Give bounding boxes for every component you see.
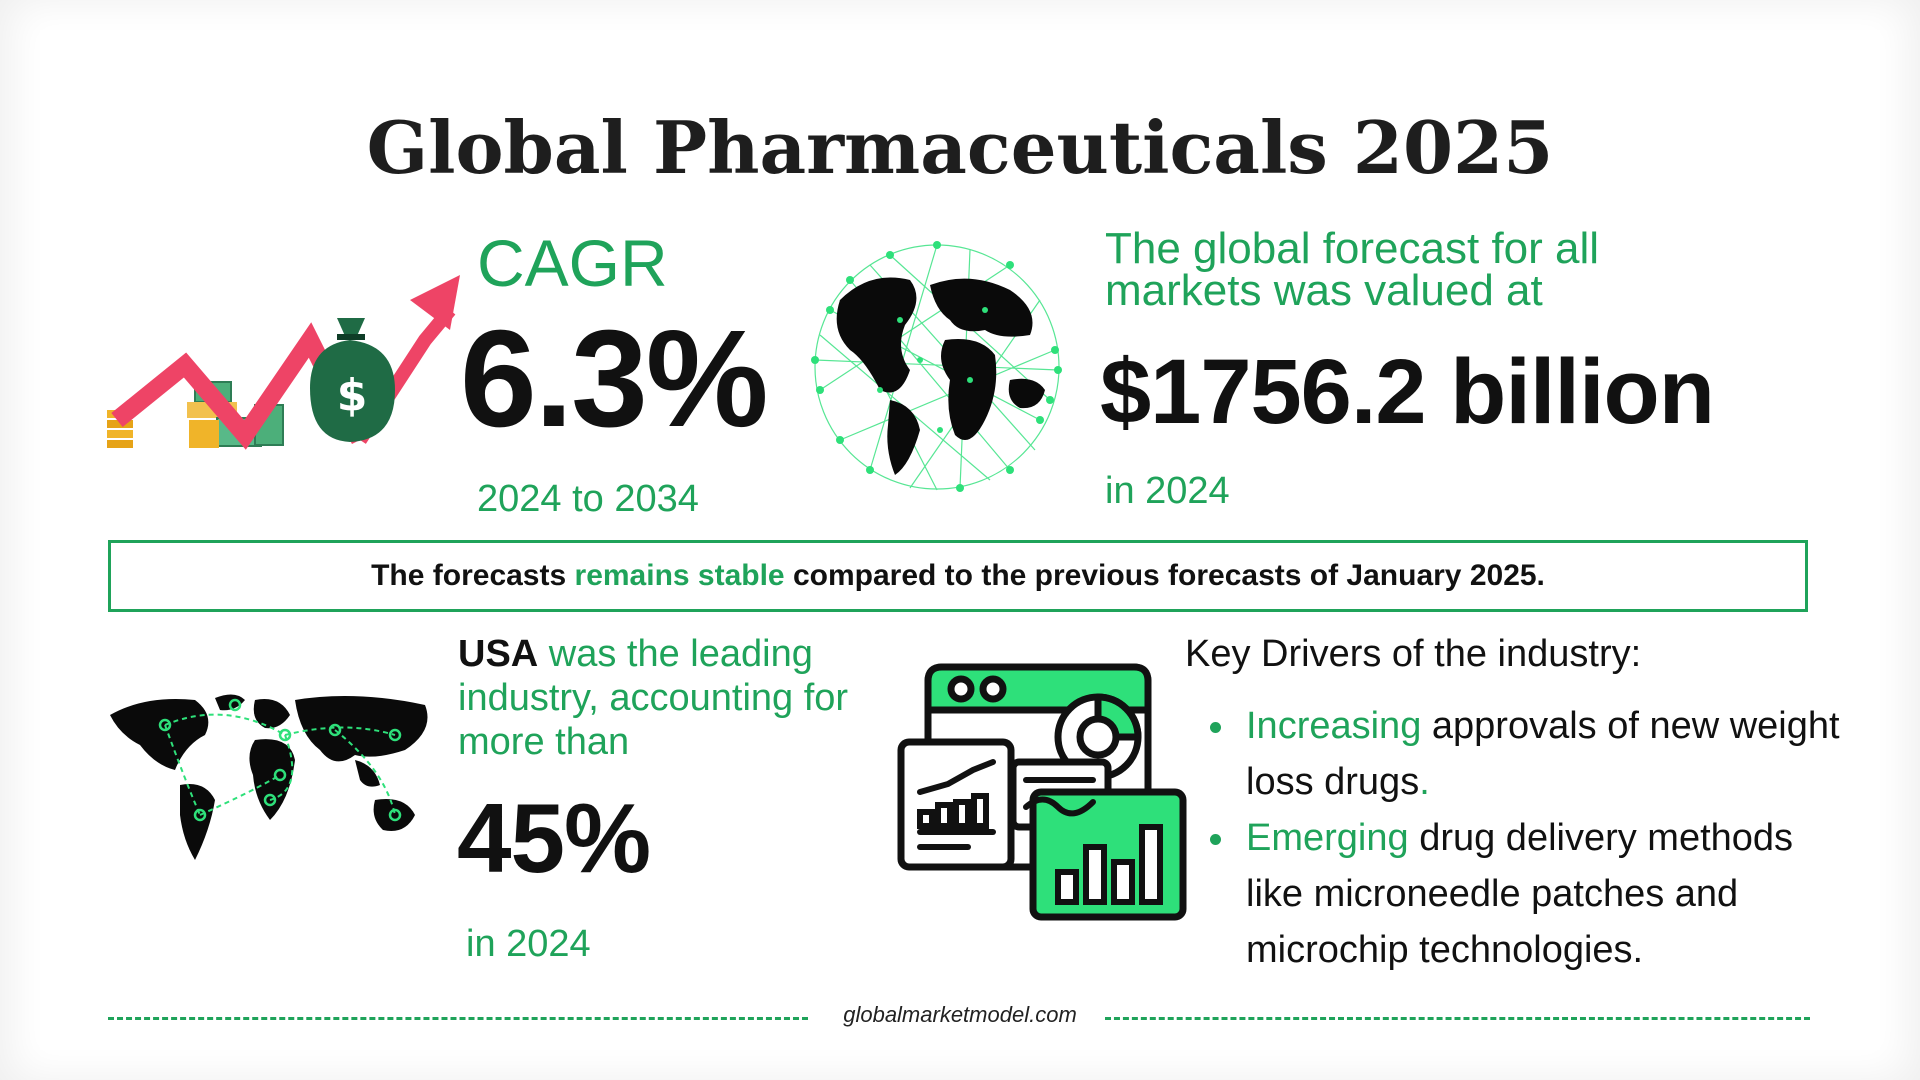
growth-money-icon: $	[107, 275, 460, 450]
driver-trail: .	[1419, 761, 1430, 803]
cagr-value: 6.3%	[460, 302, 769, 456]
svg-text:$: $	[337, 370, 368, 421]
driver-text: approvals of new weight loss drugs	[1246, 705, 1851, 803]
cagr-label: CAGR	[477, 226, 668, 300]
wireframe-globe-icon	[811, 241, 1062, 492]
usa-share-value: 45%	[457, 783, 651, 893]
drivers-title: Key Drivers of the industry:	[1185, 633, 1642, 675]
page-title: Global Pharmaceuticals 2025	[366, 105, 1554, 190]
list-item: Increasing approvals of new weight loss …	[1210, 698, 1850, 810]
forecast-year: in 2024	[1105, 470, 1230, 512]
stability-suffix: compared to the previous forecasts of Ja…	[784, 559, 1545, 592]
footer-divider-left	[108, 1017, 808, 1020]
drivers-list: Increasing approvals of new weight loss …	[1210, 698, 1850, 978]
stability-banner: The forecasts remains stable compared to…	[108, 540, 1808, 612]
stability-highlight: remains stable	[574, 559, 785, 592]
driver-text: drug delivery methods like microneedle p…	[1246, 817, 1804, 971]
driver-highlight: Emerging	[1246, 817, 1409, 859]
bullet-icon	[1210, 834, 1221, 845]
world-map-routes-icon	[110, 694, 428, 860]
driver-highlight: Increasing	[1246, 705, 1422, 747]
usa-year: in 2024	[466, 923, 591, 965]
usa-caption: USA was the leading industry, accounting…	[458, 632, 898, 764]
footer-divider-right	[1105, 1017, 1810, 1020]
bullet-icon	[1210, 722, 1221, 733]
forecast-value: $1756.2 billion	[1100, 341, 1715, 443]
stability-prefix: The forecasts	[371, 559, 575, 592]
forecast-caption: The global forecast for all markets was …	[1105, 224, 1600, 315]
footer-source: globalmarketmodel.com	[843, 1002, 1077, 1027]
cagr-period: 2024 to 2034	[477, 478, 699, 520]
list-item: Emerging drug delivery methods like micr…	[1210, 810, 1850, 978]
analytics-dashboard-icon	[897, 663, 1187, 921]
usa-country: USA	[458, 633, 539, 675]
usa-caption-text: was the leading industry, accounting for…	[458, 633, 859, 763]
